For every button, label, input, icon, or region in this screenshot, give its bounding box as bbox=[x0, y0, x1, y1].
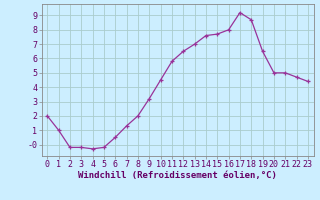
X-axis label: Windchill (Refroidissement éolien,°C): Windchill (Refroidissement éolien,°C) bbox=[78, 171, 277, 180]
